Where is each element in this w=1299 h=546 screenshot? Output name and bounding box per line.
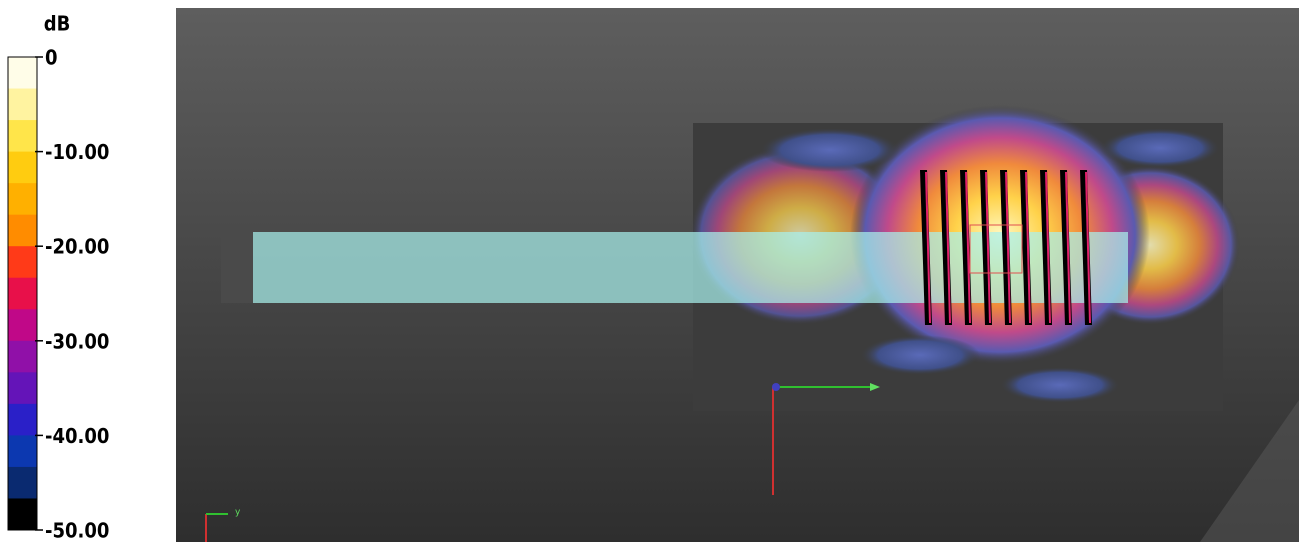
tick-label: -50.00	[45, 519, 109, 543]
tick-label: -20.00	[45, 235, 109, 259]
tick-label: -40.00	[45, 424, 109, 448]
color-band	[8, 309, 37, 342]
turn-edge	[1085, 171, 1091, 324]
color-band	[8, 57, 37, 90]
color-band	[8, 120, 37, 153]
core	[969, 224, 1023, 274]
turn-edge	[1045, 171, 1051, 324]
port	[221, 232, 253, 303]
color-band	[8, 435, 37, 468]
color-band	[8, 277, 37, 310]
origin	[772, 383, 780, 391]
color-band	[8, 183, 37, 216]
shade	[1200, 400, 1299, 542]
tick-label: -10.00	[45, 140, 109, 164]
turn-edge	[1005, 171, 1011, 324]
color-band	[8, 88, 37, 121]
turn-edge	[1025, 171, 1031, 324]
tick-label: -30.00	[45, 329, 109, 353]
colorbar-frame	[7, 56, 38, 531]
color-band	[8, 372, 37, 405]
colorbar: 0 -10.00 -20.00 -30.00 -40.00 -50.00	[7, 46, 109, 543]
coil	[920, 170, 1092, 325]
color-band	[8, 246, 37, 279]
color-band	[8, 151, 37, 184]
color-band	[8, 466, 37, 499]
tick-label: 0	[45, 46, 58, 70]
turn-edge	[985, 171, 991, 324]
turn-edge	[925, 171, 931, 324]
triad-label: y	[235, 508, 241, 518]
turn-edge	[965, 171, 971, 324]
color-band	[8, 340, 37, 373]
turn-edge	[1065, 171, 1071, 324]
color-band	[8, 403, 37, 436]
color-band	[8, 498, 37, 531]
unit: dB	[44, 12, 71, 36]
arrow	[870, 383, 880, 391]
color-band	[8, 214, 37, 247]
turn-edge	[945, 171, 951, 324]
strip	[253, 232, 1128, 303]
